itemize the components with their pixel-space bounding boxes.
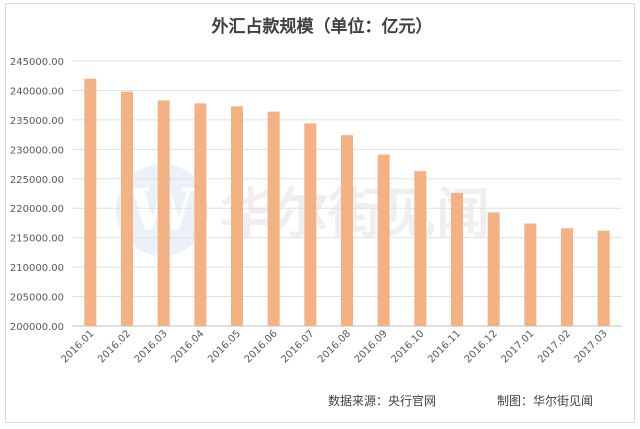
bar: [561, 228, 573, 326]
watermark-text: 华尔街见闻: [220, 182, 490, 245]
x-tick-label: 2016.01: [59, 328, 96, 365]
bar: [487, 212, 500, 326]
bar: [304, 123, 317, 326]
y-tick-label: 210000.00: [10, 263, 64, 274]
x-tick-label: 2016.12: [463, 328, 500, 365]
x-tick-label: 2016.03: [133, 328, 170, 365]
y-tick-label: 215000.00: [10, 234, 64, 245]
x-tick-label: 2016.02: [96, 328, 133, 365]
y-tick-label: 200000.00: [10, 322, 64, 333]
bar: [341, 135, 353, 326]
bar: [231, 106, 243, 326]
bar: [267, 111, 280, 327]
watermark: W 华尔街见闻: [116, 164, 490, 256]
bar: [377, 154, 390, 326]
y-tick-label: 225000.00: [10, 175, 64, 186]
bar: [121, 91, 133, 326]
bar: [414, 171, 427, 326]
credit-note: 制图：华尔街见闻: [497, 393, 593, 408]
bar: [451, 192, 463, 326]
y-tick-label: 220000.00: [10, 204, 64, 215]
y-tick-label: 230000.00: [10, 145, 64, 156]
source-note: 数据来源：央行官网: [328, 393, 436, 408]
y-tick-label: 240000.00: [10, 86, 64, 97]
x-tick-label: 2016.05: [206, 328, 243, 365]
bar: [157, 100, 170, 326]
x-tick-label: 2016.08: [316, 328, 353, 365]
x-tick-label: 2016.09: [353, 328, 390, 365]
bar: [597, 230, 610, 326]
chart-title: 外汇占款规模（单位：亿元）: [212, 16, 433, 37]
x-tick-label: 2016.11: [426, 328, 463, 365]
chart-frame: [5, 3, 635, 423]
x-tick-label: 2016.06: [243, 328, 280, 365]
x-tick-label: 2016.10: [389, 328, 426, 365]
bar: [84, 78, 97, 327]
x-tick-label: 2017.01: [499, 328, 536, 365]
x-tick-label: 2017.03: [573, 328, 610, 365]
y-tick-label: 245000.00: [10, 57, 64, 68]
y-tick-label: 205000.00: [10, 293, 64, 304]
bar: [524, 223, 537, 326]
y-tick-label: 235000.00: [10, 116, 64, 127]
x-tick-label: 2016.07: [279, 328, 316, 365]
bar: [194, 103, 207, 327]
x-tick-label: 2017.02: [536, 328, 573, 365]
x-tick-label: 2016.04: [169, 328, 206, 365]
